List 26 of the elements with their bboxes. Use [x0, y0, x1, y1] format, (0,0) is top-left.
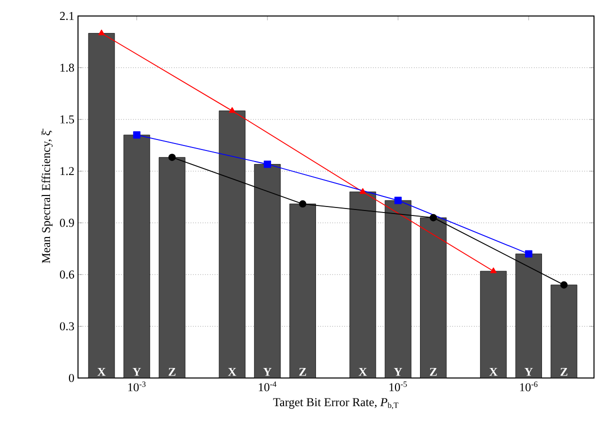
y-tick-label: 0: [68, 374, 74, 382]
text: Z: [430, 368, 437, 376]
y-axis-title: Mean Spectral Efficiency, ξ̄: [42, 128, 53, 264]
legend-label: X: [97, 368, 106, 376]
text: Z: [299, 368, 306, 376]
text: Y: [394, 368, 402, 376]
text: Z: [560, 368, 568, 376]
y-tick-label: 0.3: [60, 322, 74, 330]
x-tick-label: 10$^{-6}$: [520, 382, 538, 392]
text: X: [228, 368, 236, 376]
text: X: [358, 368, 367, 376]
series-label: Y: [132, 368, 141, 376]
y-tick-label: 2.1: [60, 12, 74, 20]
y-tick-label: 1.2: [60, 167, 74, 176]
y-tick-label: 1.8: [60, 64, 74, 72]
text: Y: [263, 368, 272, 376]
y-tick-label: 0.9: [60, 218, 74, 227]
x-tick-label: 10$^{-5}$: [390, 382, 407, 392]
y-tick-label: 0.6: [60, 270, 74, 279]
y-tick-label: 1.5: [60, 115, 74, 124]
series-label: Z: [168, 368, 176, 376]
x-axis-title: Target Bit Error Rate, P$_{b,T}$: [273, 398, 398, 410]
text: X: [489, 368, 498, 376]
x-tick-label: 10$^{-3}$: [128, 382, 146, 392]
text: Y: [524, 368, 533, 376]
x-tick-label: 10$^{-4}$: [258, 382, 276, 392]
